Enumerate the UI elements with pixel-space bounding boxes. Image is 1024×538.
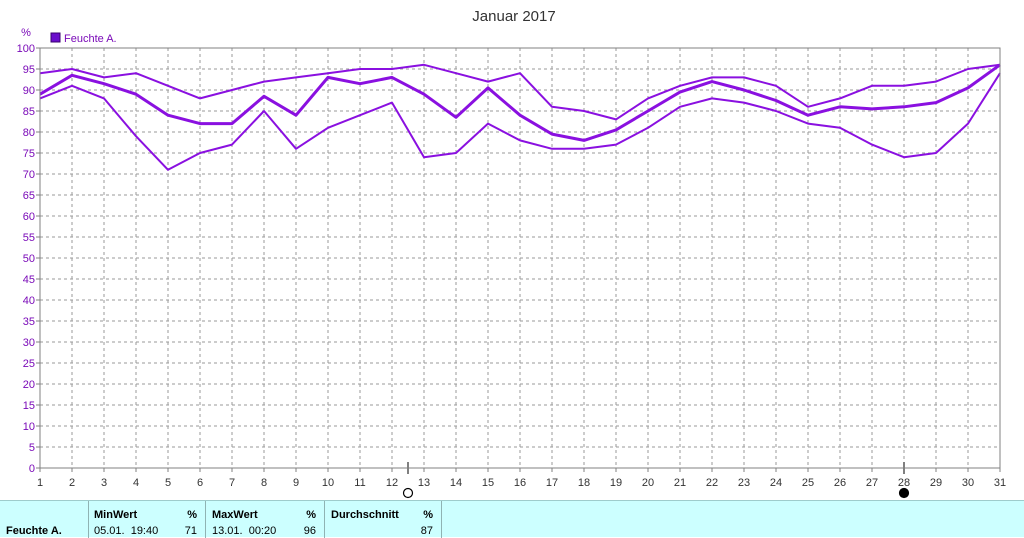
max-value-cell: MaxWert % 13.01. 00:20 96: [206, 501, 324, 538]
x-tick-label: 13: [418, 477, 430, 489]
y-tick-label: 30: [23, 337, 35, 349]
y-tick-label: 70: [23, 169, 35, 181]
x-tick-label: 26: [834, 477, 846, 489]
legend-label: Feuchte A.: [64, 33, 117, 45]
x-tick-label: 20: [642, 477, 654, 489]
x-tick-label: 22: [706, 477, 718, 489]
y-tick-label: 25: [23, 358, 35, 370]
x-tick-label: 5: [165, 477, 171, 489]
x-axis-ticks: 1 2 3 4 5 6 7 8 9 10 11 12 13 14 15 16 17 18 19 20 21 22 23 24 2…: [37, 468, 1006, 489]
x-tick-label: 29: [930, 477, 942, 489]
summary-table: Feuchte A. MinWert % 05.01. 19:40 71 Max…: [0, 500, 1024, 538]
legend: Feuchte A.: [50, 32, 117, 45]
y-tick-label: 15: [23, 400, 35, 412]
moon-full-icon: [402, 487, 414, 499]
max-header: MaxWert: [212, 509, 258, 521]
x-tick-label: 30: [962, 477, 974, 489]
x-tick-label: 11: [354, 477, 365, 489]
series-lines: [39, 63, 1001, 171]
y-tick-label: 35: [23, 316, 35, 328]
x-tick-label: 27: [866, 477, 878, 489]
x-tick-label: 17: [546, 477, 558, 489]
y-tick-label: 45: [23, 274, 35, 286]
x-tick-label: 28: [898, 477, 910, 489]
y-tick-label: 95: [23, 64, 35, 76]
max-time: 13.01. 00:20: [212, 525, 277, 537]
x-tick-label: 3: [101, 477, 107, 489]
min-time: 05.01. 19:40: [94, 525, 159, 537]
humidity-chart: Januar 2017 % Feuchte A. 051015202530354…: [17, 8, 1006, 499]
moon-new-icon: [898, 487, 910, 499]
x-tick-label: 18: [578, 477, 590, 489]
y-tick-label: 100: [17, 43, 35, 55]
series-line-2: [39, 63, 1001, 142]
y-tick-label: 75: [23, 148, 35, 160]
y-tick-label: 60: [23, 211, 35, 223]
x-tick-label: 12: [386, 477, 398, 489]
average-header: Durchschnitt: [331, 509, 399, 521]
average-value: 87: [420, 525, 433, 537]
series-line-1: [39, 63, 1001, 121]
max-unit: %: [306, 509, 316, 521]
y-tick-label: 55: [23, 232, 35, 244]
x-tick-label: 9: [293, 477, 299, 489]
average-unit: %: [423, 509, 433, 521]
legend-swatch: [50, 32, 61, 43]
column-divider: [441, 501, 442, 538]
x-tick-label: 19: [610, 477, 622, 489]
x-tick-label: 31: [994, 477, 1006, 489]
min-unit: %: [187, 509, 197, 521]
min-value: 71: [184, 525, 197, 537]
column-divider: [88, 501, 89, 538]
chart-title: Januar 2017: [472, 8, 555, 25]
max-value: 96: [303, 525, 316, 537]
min-header: MinWert: [94, 509, 138, 521]
column-divider: [324, 501, 325, 538]
x-tick-label: 10: [322, 477, 334, 489]
grid: [40, 48, 1000, 468]
x-tick-label: 4: [133, 477, 139, 489]
series-line-3: [39, 72, 1001, 171]
x-tick-label: 15: [482, 477, 494, 489]
x-tick-label: 16: [514, 477, 526, 489]
y-tick-label: 20: [23, 379, 35, 391]
y-tick-label: 0: [29, 463, 35, 475]
y-axis-ticks: 0 5 10 15 20 25 30 35 40 45 50 55 60 65 70 75 80 85 90 95 10…: [17, 43, 40, 475]
plot-frame: [39, 47, 1001, 469]
y-tick-label: 65: [23, 190, 35, 202]
y-tick-label: 85: [23, 106, 35, 118]
x-tick-label: 23: [738, 477, 750, 489]
average-cell: Durchschnitt % 87: [325, 501, 441, 538]
x-tick-label: 21: [674, 477, 686, 489]
y-tick-label: 40: [23, 295, 35, 307]
y-tick-label: 50: [23, 253, 35, 265]
y-tick-label: 5: [29, 442, 35, 454]
x-tick-label: 14: [450, 477, 462, 489]
x-tick-label: 6: [197, 477, 203, 489]
column-divider: [205, 501, 206, 538]
y-axis-unit: %: [21, 27, 31, 39]
y-tick-label: 10: [23, 421, 35, 433]
summary-row-label-cell: Feuchte A.: [0, 501, 88, 538]
x-tick-label: 7: [229, 477, 235, 489]
x-tick-label: 25: [802, 477, 814, 489]
x-tick-label: 24: [770, 477, 782, 489]
summary-row-label: Feuchte A.: [6, 525, 62, 537]
min-value-cell: MinWert % 05.01. 19:40 71: [89, 501, 205, 538]
y-tick-label: 80: [23, 127, 35, 139]
x-tick-label: 2: [69, 477, 75, 489]
moon-markers: [402, 462, 910, 499]
y-tick-label: 90: [23, 85, 35, 97]
x-tick-label: 1: [37, 477, 43, 489]
x-tick-label: 8: [261, 477, 267, 489]
